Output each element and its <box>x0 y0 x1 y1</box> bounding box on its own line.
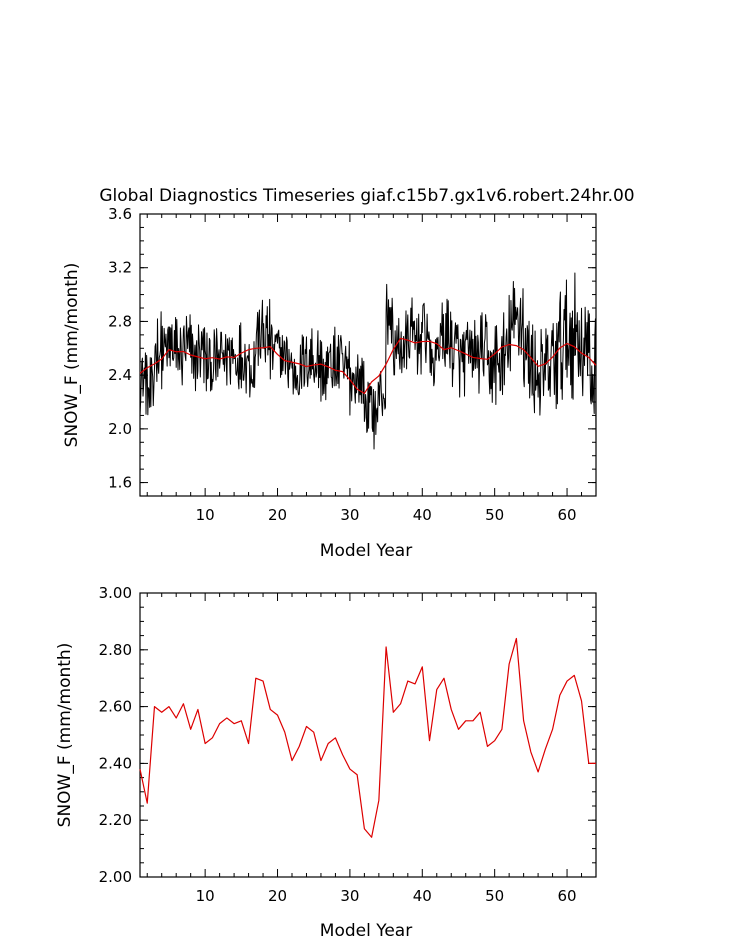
x-tick-label: 60 <box>558 506 577 524</box>
x-tick-label: 40 <box>413 887 432 905</box>
x-tick-label: 20 <box>268 506 287 524</box>
y-tick-label: 1.6 <box>108 474 132 492</box>
bottom-plot: 10 20 30 40 50 60 2.00 2.20 2.40 2.60 2.80 3.00 <box>99 584 597 905</box>
x-tick-label: 50 <box>485 887 504 905</box>
plot-frame <box>139 592 597 878</box>
top-x-axis-label: Model Year <box>320 541 412 561</box>
x-tick-label: 20 <box>268 887 287 905</box>
annual-mean-series-line <box>139 637 596 838</box>
y-tick-label: 2.8 <box>108 312 132 330</box>
y-tick-label: 2.60 <box>99 698 132 716</box>
monthly-series-line <box>139 272 597 450</box>
y-tick-label: 2.80 <box>99 641 132 659</box>
bottom-x-axis-label: Model Year <box>320 921 412 941</box>
y-tick-label: 2.0 <box>108 420 132 438</box>
y-tick-label: 2.00 <box>99 868 132 886</box>
plot-frame <box>139 213 597 497</box>
top-y-axis-label: SNOW_F (mm/month) <box>62 263 82 448</box>
x-tick-label: 10 <box>196 887 215 905</box>
x-tick-label: 30 <box>340 506 359 524</box>
x-tick-label: 60 <box>558 887 577 905</box>
annual-mean-series-line <box>139 337 597 395</box>
x-tick-label: 10 <box>196 506 215 524</box>
chart-title: Global Diagnostics Timeseries giaf.c15b7… <box>99 186 634 206</box>
x-tick-label: 30 <box>340 887 359 905</box>
y-tick-label: 3.6 <box>108 205 132 223</box>
y-tick-label: 2.4 <box>108 366 132 384</box>
y-tick-label: 3.00 <box>99 584 132 602</box>
y-tick-label: 3.2 <box>108 259 132 277</box>
y-tick-label: 2.40 <box>99 754 132 772</box>
x-tick-label: 50 <box>485 506 504 524</box>
bottom-y-axis-label: SNOW_F (mm/month) <box>55 643 75 828</box>
y-tick-label: 2.20 <box>99 811 132 829</box>
x-tick-label: 40 <box>413 506 432 524</box>
top-plot: 10 20 30 40 50 60 1.6 2.0 2.4 2.8 3.2 3.6 <box>108 205 597 524</box>
